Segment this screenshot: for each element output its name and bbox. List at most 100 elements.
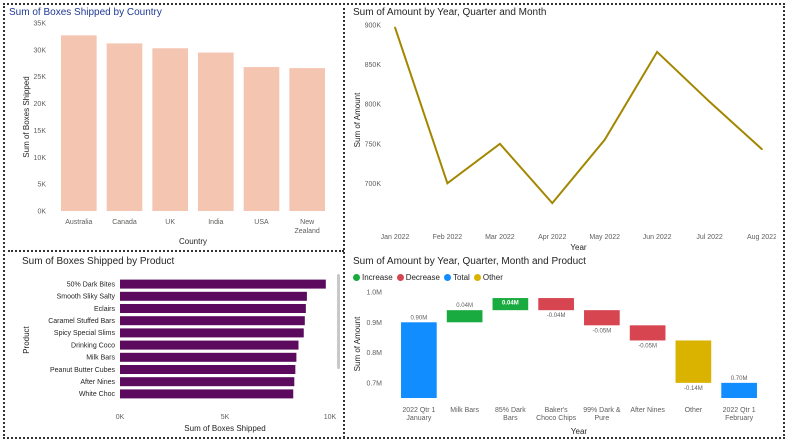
line-y-tick: 750K (365, 141, 382, 148)
waterfall-x-tick: 99% Dark & (583, 407, 621, 414)
report-canvas-border (3, 3, 785, 439)
country-y-tick: 0K (37, 209, 46, 216)
line-y-tick: 700K (365, 181, 382, 188)
waterfall-data-label: -0.04M (547, 313, 566, 319)
country-y-tick: 30K (34, 47, 47, 54)
country-chart-title: Sum of Boxes Shipped by Country (9, 7, 162, 18)
line-x-axis-title: Year (570, 243, 587, 250)
line-y-axis-title: Sum of Amount (353, 92, 362, 147)
product-y-tick: Caramel Stuffed Bars (48, 318, 115, 325)
amount-point (761, 148, 763, 151)
country-chart-plot: 0K 5K 10K 15K 20K 25K 30K 35K Australia Canada UK I… (22, 21, 325, 246)
legend-label: Increase (362, 273, 393, 282)
visual-divider-horizontal (8, 250, 344, 252)
line-x-tick: Aug 2022 (747, 234, 776, 241)
product-chart-plot: 50% Dark Bites Smooth Sliky Salty Eclairs C… (22, 279, 337, 433)
product-bar (120, 389, 294, 399)
waterfall-bar (584, 310, 620, 326)
product-bar (120, 316, 305, 326)
legend-item-increase[interactable]: Increase (353, 273, 393, 282)
waterfall-bar (446, 310, 483, 323)
product-bar (120, 304, 306, 313)
product-x-tick: 5K (221, 414, 230, 421)
country-x-tick: UK (165, 219, 175, 226)
waterfall-bar (629, 325, 666, 341)
waterfall-bar (538, 298, 574, 311)
legend-item-other[interactable]: Other (473, 273, 503, 282)
legend-item-decrease[interactable]: Decrease (396, 273, 440, 282)
legend-label: Total (452, 273, 470, 282)
waterfall-legend: Increase Decrease Total Other (353, 273, 503, 282)
waterfall-x-tick: Baker's (545, 407, 569, 414)
waterfall-x-tick: Bars (503, 415, 518, 422)
country-x-tick: Canada (112, 219, 137, 226)
waterfall-data-label: 0.70M (731, 376, 748, 382)
waterfall-x-axis-title: Year (571, 427, 588, 436)
country-bar (152, 48, 188, 212)
waterfall-data-label: -0.14M (684, 386, 703, 392)
country-bar (106, 43, 143, 211)
waterfall-x-tick: 2022 Qtr 1 (723, 407, 756, 414)
waterfall-bar (401, 322, 437, 398)
line-y-tick: 850K (365, 62, 382, 69)
line-x-tick: Mar 2022 (485, 234, 515, 241)
waterfall-visual[interactable]: Sum of Amount by Year, Quarter, Month an… (346, 254, 776, 438)
waterfall-x-tick: Choco Chips (536, 415, 577, 422)
line-x-tick: Apr 2022 (538, 234, 567, 241)
product-y-tick: After Nines (80, 379, 115, 386)
product-x-axis-title: Sum of Boxes Shipped (184, 424, 265, 433)
product-bar (120, 291, 307, 301)
product-y-tick: Eclairs (94, 306, 116, 313)
country-y-tick: 25K (34, 74, 47, 81)
waterfall-y-tick: 0.7M (366, 380, 382, 387)
amount-point (603, 138, 606, 141)
country-bar (61, 35, 97, 212)
product-y-tick: 50% Dark Bites (67, 281, 116, 288)
amount-point (708, 100, 711, 103)
legend-item-total[interactable]: Total (443, 273, 470, 282)
waterfall-data-label: -0.05M (638, 343, 657, 349)
country-x-tick: New (300, 219, 315, 226)
product-bar (120, 365, 296, 374)
waterfall-title: Sum of Amount by Year, Quarter, Month an… (353, 256, 586, 267)
product-y-tick: Peanut Butter Cubes (50, 367, 115, 374)
legend-swatch (353, 274, 360, 281)
amount-line-visual[interactable]: Sum of Amount by Year, Quarter and Month… (346, 5, 776, 250)
waterfall-x-tick: Other (685, 407, 703, 414)
legend-swatch (443, 274, 451, 281)
product-bar (120, 352, 297, 362)
line-x-tick: Jul 2022 (696, 234, 723, 241)
waterfall-data-label: 0.90M (411, 315, 428, 321)
country-y-axis-title: Sum of Boxes Shipped (22, 76, 31, 157)
waterfall-x-tick: 2022 Qtr 1 (402, 407, 435, 414)
country-y-tick: 5K (37, 182, 46, 189)
line-x-tick: Feb 2022 (433, 234, 463, 241)
waterfall-y-tick: 0.9M (366, 320, 382, 327)
line-x-tick: Jan 2022 (381, 234, 410, 241)
country-x-tick: Zealand (295, 228, 320, 235)
country-bar (289, 68, 325, 211)
waterfall-x-tick: Pure (594, 415, 609, 422)
product-x-tick: 10K (324, 414, 337, 421)
waterfall-data-label: -0.05M (593, 328, 612, 334)
country-y-tick: 10K (34, 155, 47, 162)
country-chart-visual[interactable]: Sum of Boxes Shipped by Country 0K 5K 10K 1… (8, 5, 342, 248)
waterfall-bar (721, 382, 757, 398)
visual-divider-vertical (343, 8, 345, 438)
waterfall-y-tick: 1.0M (366, 290, 382, 297)
amount-point (499, 142, 501, 145)
country-y-tick: 15K (34, 128, 47, 135)
product-y-tick: Drinking Coco (71, 342, 115, 349)
product-scrollbar[interactable] (337, 274, 340, 369)
line-y-tick: 900K (365, 23, 382, 30)
legend-label: Decrease (405, 273, 440, 282)
product-chart-visual[interactable]: Sum of Boxes Shipped by Product 50% Dark… (8, 254, 342, 438)
product-y-tick: White Choc (79, 391, 116, 398)
waterfall-y-axis-title: Sum of Amount (353, 316, 362, 371)
legend-swatch (473, 274, 481, 281)
waterfall-y-tick: 0.8M (366, 350, 382, 357)
waterfall-x-tick: 85% Dark (495, 407, 526, 414)
country-y-tick: 20K (34, 101, 47, 108)
amount-line-plot: 700K 750K 800K 850K 900K Jan 2022 Feb 2022 Mar … (353, 23, 776, 251)
product-bar (120, 328, 304, 338)
